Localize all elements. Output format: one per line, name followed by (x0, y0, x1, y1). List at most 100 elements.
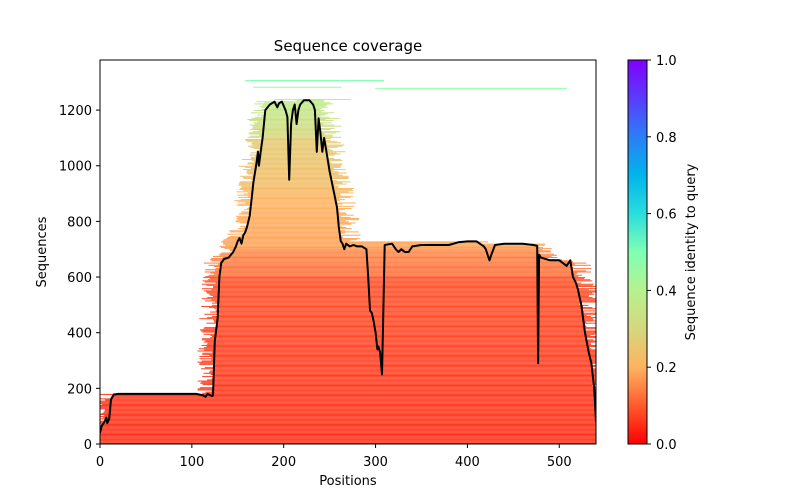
coverage-row (210, 272, 578, 274)
coverage-row (208, 293, 595, 295)
coverage-row (213, 273, 577, 275)
coverage-row (100, 437, 596, 439)
coverage-row (221, 246, 543, 248)
coverage-row (209, 371, 596, 373)
x-tick-label: 200 (271, 455, 296, 470)
coverage-row (100, 400, 596, 402)
coverage-row (254, 103, 333, 105)
coverage-row (238, 228, 352, 230)
coverage-row (204, 327, 596, 329)
coverage-row (252, 205, 355, 207)
coverage-row (197, 361, 596, 363)
coverage-row (100, 436, 596, 438)
coverage-row (110, 397, 596, 399)
coverage-row (212, 385, 593, 387)
coverage-row (211, 357, 596, 359)
coverage-row (249, 210, 339, 212)
coverage-row (213, 386, 596, 388)
coverage-row (104, 409, 596, 411)
coverage-row (202, 331, 596, 333)
coverage-row (212, 287, 578, 289)
coverage-row (235, 215, 341, 217)
coverage-row (238, 184, 336, 186)
coverage-row (104, 415, 596, 417)
coverage-row (203, 347, 590, 349)
coverage-row (239, 182, 343, 184)
coverage-row (252, 164, 342, 166)
y-axis: 0 200 400 600 800 1000 1200 (59, 104, 100, 453)
coverage-row (209, 354, 596, 356)
coverage-row (245, 202, 356, 204)
coverage-row (100, 393, 596, 395)
coverage-row (212, 336, 596, 338)
coverage-row (201, 360, 596, 362)
coverage-row (240, 212, 346, 214)
coverage-row (211, 260, 571, 262)
coverage-row (219, 254, 557, 256)
coverage-row (213, 285, 596, 287)
coverage-row (229, 231, 359, 233)
coverage-row (215, 268, 592, 270)
coverage-row (204, 367, 592, 369)
coverage-row (247, 192, 354, 194)
coverage-row (239, 181, 351, 183)
coverage-row (234, 200, 340, 202)
coverage-row (244, 226, 347, 228)
coverage-row (215, 270, 586, 272)
coverage-row (227, 233, 341, 235)
coverage-row (206, 346, 596, 348)
coverage-row (100, 433, 596, 435)
coverage-row (238, 196, 351, 198)
coverage-row (211, 299, 596, 301)
coverage-row (100, 422, 596, 424)
coverage-row (241, 186, 339, 188)
coverage-row (233, 251, 552, 253)
coverage-row (255, 155, 328, 157)
coverage-row (206, 322, 596, 324)
coverage-row (211, 289, 589, 291)
coverage-row (207, 292, 593, 294)
coverage-row (210, 370, 596, 372)
coverage-row (253, 180, 337, 182)
coverage-row (203, 290, 596, 292)
coverage-row (205, 275, 579, 277)
y-tick-label: 200 (67, 382, 92, 397)
coverage-row (100, 423, 596, 425)
coverage-row (100, 426, 596, 428)
coverage-row (236, 218, 360, 220)
coverage-row (253, 86, 342, 88)
coverage-row (204, 313, 596, 315)
coverage-row (211, 359, 596, 361)
coverage-row (203, 328, 596, 330)
coverage-row (201, 368, 596, 370)
coverage-row (247, 136, 342, 138)
coverage-row (251, 160, 343, 162)
coverage-row (205, 300, 596, 302)
coverage-row (207, 317, 596, 319)
coverage-row (239, 225, 343, 227)
coverage-row (247, 195, 353, 197)
coverage-row (256, 151, 346, 153)
coverage-row (241, 185, 339, 187)
chart-title: Sequence coverage (274, 37, 422, 55)
coverage-row (246, 172, 347, 174)
coverage-row (261, 137, 332, 139)
coverage-row (219, 253, 555, 255)
coverage-row (250, 179, 331, 181)
coverage-row (240, 188, 354, 189)
coverage-row (214, 332, 596, 334)
coverage-row (103, 417, 596, 419)
coverage-row (229, 249, 543, 251)
coverage-row (201, 344, 596, 346)
coverage-row (201, 298, 596, 300)
coverage-row (221, 252, 540, 254)
colorbar-tick-label: 0.0 (656, 438, 677, 453)
coverage-row (243, 229, 340, 231)
coverage-row (248, 206, 339, 208)
coverage-row (222, 257, 558, 259)
coverage-row (199, 318, 593, 320)
coverage-row (211, 378, 596, 380)
coverage-row (215, 310, 596, 312)
coverage-row (199, 362, 596, 364)
coverage-row (100, 425, 596, 427)
